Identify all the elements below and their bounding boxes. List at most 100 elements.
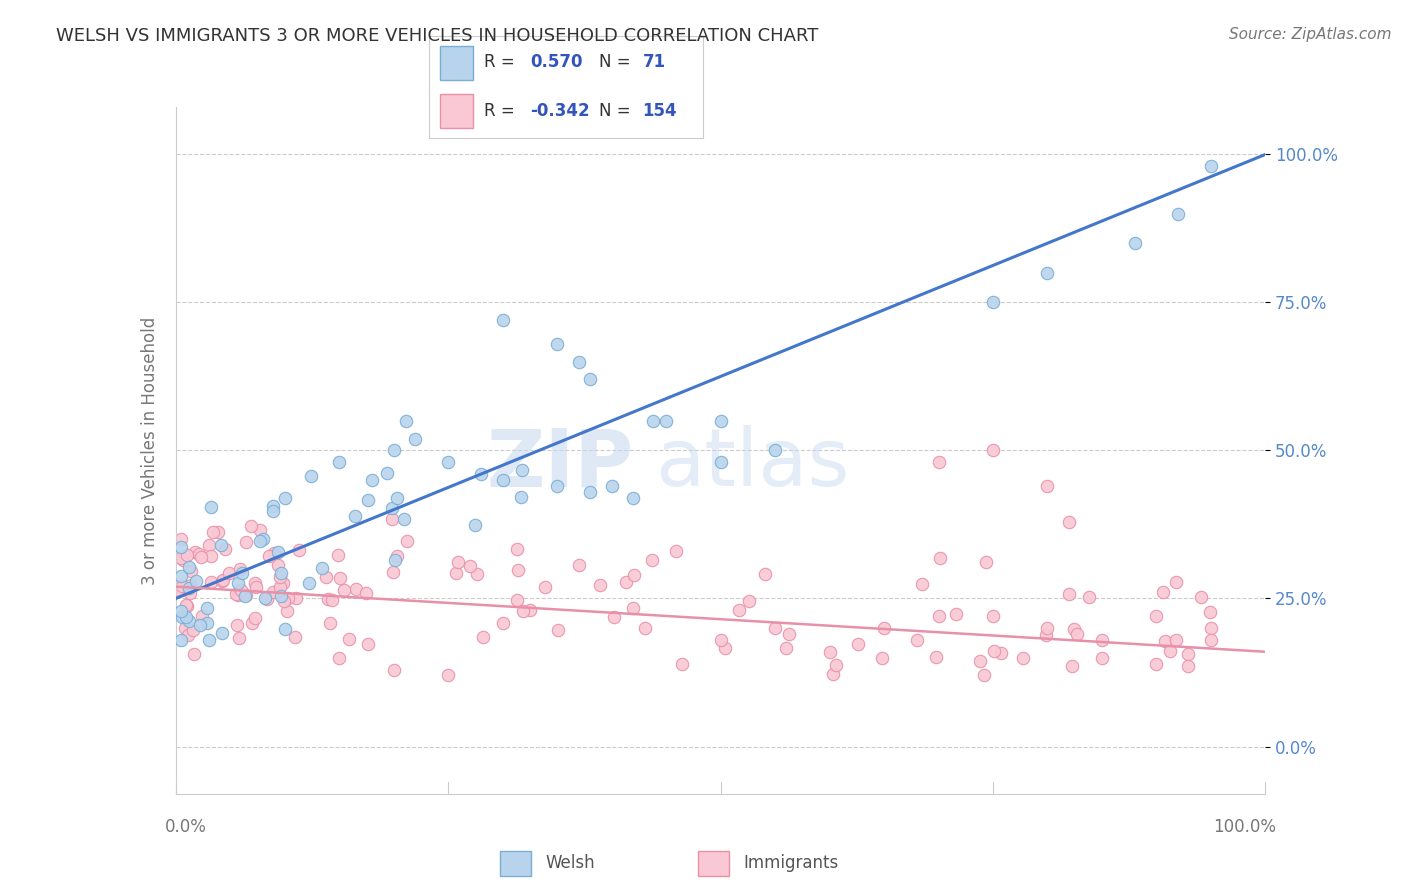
Text: 0.570: 0.570 <box>530 54 582 71</box>
Point <box>911 577 934 591</box>
Point <box>249 523 271 537</box>
Point <box>713 640 735 655</box>
Point <box>200 575 222 590</box>
Point <box>253 591 276 606</box>
Point <box>170 632 193 647</box>
Point <box>344 508 367 523</box>
Text: 154: 154 <box>643 102 678 120</box>
Point <box>738 593 761 607</box>
Point <box>201 524 224 539</box>
Point <box>316 592 339 607</box>
Point <box>506 592 529 607</box>
Point <box>945 607 967 622</box>
Point <box>172 552 194 566</box>
Point <box>754 567 776 582</box>
Point <box>174 621 197 635</box>
Point <box>775 640 797 655</box>
Point <box>190 550 212 565</box>
Point <box>259 549 281 563</box>
Point <box>262 503 284 517</box>
Bar <box>697 851 730 876</box>
Point <box>1166 575 1188 590</box>
Point <box>710 632 733 647</box>
Point <box>179 586 201 600</box>
Point <box>184 574 207 588</box>
Point <box>568 354 591 368</box>
Point <box>176 609 198 624</box>
Point <box>546 337 568 351</box>
Point <box>1199 632 1222 647</box>
Point <box>235 588 257 602</box>
Point <box>298 576 321 591</box>
Point <box>510 491 533 505</box>
Point <box>188 618 211 632</box>
Point <box>243 610 266 624</box>
Point <box>170 610 193 624</box>
Point <box>621 491 644 505</box>
Point <box>267 558 290 573</box>
Point <box>200 549 222 563</box>
Point <box>226 618 249 632</box>
Point <box>974 555 997 569</box>
Point <box>176 548 198 562</box>
Point <box>385 549 408 563</box>
Point <box>818 645 841 659</box>
Text: 71: 71 <box>643 54 666 71</box>
Point <box>170 578 193 592</box>
Point <box>387 491 409 505</box>
Point <box>288 543 311 558</box>
Point <box>209 538 232 552</box>
Point <box>846 637 869 651</box>
Point <box>510 463 533 477</box>
Point <box>981 443 1004 458</box>
Point <box>1066 627 1088 641</box>
Point <box>357 637 380 651</box>
Point <box>329 571 352 585</box>
Point <box>1077 591 1099 605</box>
Text: ZIP: ZIP <box>486 425 633 503</box>
Point <box>710 455 733 469</box>
Point <box>1189 591 1212 605</box>
Bar <box>440 95 472 128</box>
Point <box>1063 622 1085 636</box>
Point <box>1199 605 1222 619</box>
Point <box>1177 659 1199 673</box>
Point <box>1159 643 1181 657</box>
Point <box>245 580 267 594</box>
Point <box>665 544 688 558</box>
Point <box>170 540 193 554</box>
Point <box>1091 650 1114 665</box>
Point <box>465 566 488 581</box>
Point <box>328 455 350 469</box>
Point <box>1059 515 1081 529</box>
Point <box>274 491 297 505</box>
Point <box>512 604 534 618</box>
Point <box>177 559 200 574</box>
Point <box>641 552 664 566</box>
Point <box>344 582 367 596</box>
Point <box>981 295 1004 310</box>
Point <box>214 542 236 557</box>
Point <box>277 591 299 605</box>
Point <box>905 633 928 648</box>
Point <box>357 492 380 507</box>
Point <box>464 517 486 532</box>
Point <box>249 533 271 548</box>
Point <box>534 581 557 595</box>
Point <box>519 603 541 617</box>
Point <box>315 570 337 584</box>
Point <box>1057 587 1080 601</box>
Point <box>1036 621 1059 635</box>
Point <box>928 551 950 566</box>
Point <box>579 372 602 386</box>
Point <box>267 545 290 559</box>
Point <box>262 585 284 599</box>
Text: R =: R = <box>484 102 520 120</box>
Point <box>276 604 298 618</box>
Point <box>444 566 467 580</box>
Point <box>211 574 233 589</box>
Point <box>195 600 218 615</box>
Point <box>270 566 292 580</box>
Point <box>1152 585 1174 599</box>
Point <box>405 432 427 446</box>
